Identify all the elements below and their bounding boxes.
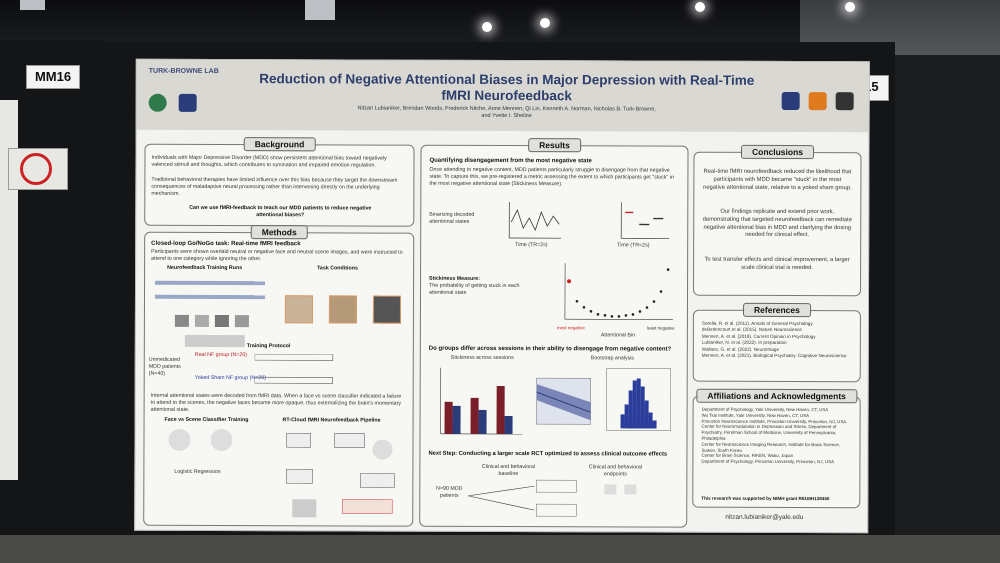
methods-section: Methods Closed-loop Go/NoGo task: Real-t… [143, 225, 415, 527]
classifier-label: Face vs Scene Classifier Training [164, 416, 249, 424]
affiliations-section: Affiliations and Acknowledgments Departm… [692, 388, 861, 509]
results-text-1: Once attending to negative content, MDD … [429, 166, 674, 188]
stickiness-scatter-plot [564, 263, 673, 320]
methods-intro: Participants were shown overlaid neutral… [151, 248, 403, 263]
research-poster: TURK-BROWNE LAB Reduction of Negative At… [134, 58, 870, 534]
title-line-2: fMRI Neurofeedback [441, 87, 572, 104]
contact-email: nitzan.lubianiker@yale.edu [725, 513, 804, 522]
neighbor-poster-edge [0, 100, 18, 480]
right-poster-board [895, 55, 1000, 545]
most-negative-label: most negative [556, 325, 585, 331]
group-comparison-charts [440, 367, 671, 435]
conclusion-p1: Real-time fMRI neurofeedback reduced the… [703, 168, 852, 191]
results-section: Results Quantifying disengagement from t… [419, 138, 689, 528]
funding-note: This research was supported by NIMH gran… [701, 495, 830, 502]
conclusions-header: Conclusions [740, 144, 815, 160]
task-conditions-label: Task Conditions [317, 265, 358, 272]
axis-time-label: Time (TR=2s) [515, 242, 548, 249]
reference-item: Mennen, A. et al. (2021). Biological Psy… [701, 352, 847, 359]
affiliations-header: Affiliations and Acknowledgments [696, 388, 857, 404]
poster-title: Reduction of Negative Attentional Biases… [237, 71, 777, 105]
regression-label: Logistic Regression [174, 468, 221, 476]
conclusion-p3: To test transfer effects and clinical im… [704, 256, 850, 271]
author-list: Nitzan Lubianiker, Brendan Woods, Freder… [287, 105, 727, 121]
booth-tag-left: MM16 [26, 65, 80, 89]
princeton-shield-icon [808, 92, 827, 111]
ceiling-lamp [305, 0, 335, 20]
decoding-description: Internal attentional states were decoded… [150, 392, 402, 413]
protocol-left-label: Unmedicated MDD patients (N=40) [148, 356, 181, 377]
mdd-sample-label: N=90 MDD patients [436, 485, 463, 499]
next-step-heading: Next Step: Conducting a larger scale RCT… [428, 450, 668, 458]
attentional-bin-label: Attentional Bin [600, 332, 636, 339]
pipeline-diagram [286, 432, 395, 518]
background-p1: Individuals with Major Depressive Disord… [151, 154, 387, 169]
ceiling-light [695, 2, 705, 12]
results-subheading-1: Quantifying disengagement from the most … [429, 157, 592, 165]
brain-scan-icon [168, 428, 191, 451]
yale-shield-icon [781, 91, 800, 111]
ceiling-lamp [20, 0, 45, 10]
results-subheading-2: Do groups differ across sessions in thei… [428, 345, 672, 353]
training-runs-diagram [154, 280, 266, 348]
methods-header: Methods [250, 225, 308, 240]
brain-scan-icon [210, 428, 233, 452]
lab-logo: TURK-BROWNE LAB [148, 67, 219, 76]
background-question: Can we use fMRI-feedback to teach our MD… [189, 204, 372, 219]
face-stimulus-image [328, 295, 358, 324]
axis-time-label: Time (TR=2s) [617, 242, 650, 249]
conclusions-section: Conclusions Real-time fMRI neurofeedback… [693, 144, 862, 297]
bootstrap-label: Bootstrap analysis [590, 355, 635, 362]
pipeline-label: RT-Cloud fMRI Neurofeedback Pipeline [282, 417, 381, 424]
affiliation-item: Department of Psychology, Princeton Univ… [701, 458, 835, 465]
rct-flow-diagram [468, 479, 637, 517]
face-stimulus-image [284, 295, 314, 324]
affiliation-list: Department of Psychology, Yale Universit… [701, 407, 853, 465]
protocol-timeline [254, 354, 334, 384]
stickiness-text: The probability of getting stuck in each… [429, 282, 520, 296]
protocol-label: Training Protocol [246, 343, 291, 350]
floor [0, 535, 1000, 563]
background-p2: Traditional behavioral therapies have li… [151, 176, 398, 197]
university-crest-icon [835, 92, 854, 111]
references-header: References [743, 302, 811, 318]
background-section: Background Individuals with Major Depres… [144, 137, 415, 227]
affiliation-item: Center for Neuromodulation in Depression… [701, 424, 837, 441]
methods-subtitle: Closed-loop Go/NoGo task: Real-time fMRI… [151, 240, 301, 248]
authors-line-2: and Yvette I. Sheline [481, 112, 532, 120]
prohibition-icon [20, 153, 52, 185]
no-food-sign [8, 148, 68, 190]
negative-face-image [372, 295, 402, 324]
stickiness-sessions-label: Stickiness across sessions [450, 354, 514, 362]
penn-shield-icon [178, 93, 197, 112]
real-nf-group: Real NF group (N=20) [194, 351, 248, 359]
poster-header: TURK-BROWNE LAB Reduction of Negative At… [136, 59, 869, 133]
least-negative-label: least negative [646, 325, 675, 331]
decoding-timeseries-charts [508, 202, 670, 239]
conclusion-p2: Our findings replicate and extend prior … [702, 208, 852, 239]
ceiling-light [540, 18, 550, 28]
references-section: References Sorella, R. et al. (2011). An… [692, 302, 861, 383]
affiliation-item: Center for Neuroscience Imaging Research… [701, 441, 841, 453]
ceiling-light [845, 2, 855, 12]
reference-list: Sorella, R. et al. (2011). Annals of Gen… [702, 321, 854, 360]
results-header: Results [528, 138, 581, 153]
title-line-1: Reduction of Negative Attentional Biases… [259, 71, 755, 88]
ceiling-light [482, 22, 492, 32]
lab-emblem-icon [148, 93, 167, 112]
training-runs-label: Neurofeedback Training Runs [167, 264, 243, 272]
binarize-label: Binarizing decoded attentional states [429, 211, 475, 225]
background-header: Background [243, 137, 316, 152]
